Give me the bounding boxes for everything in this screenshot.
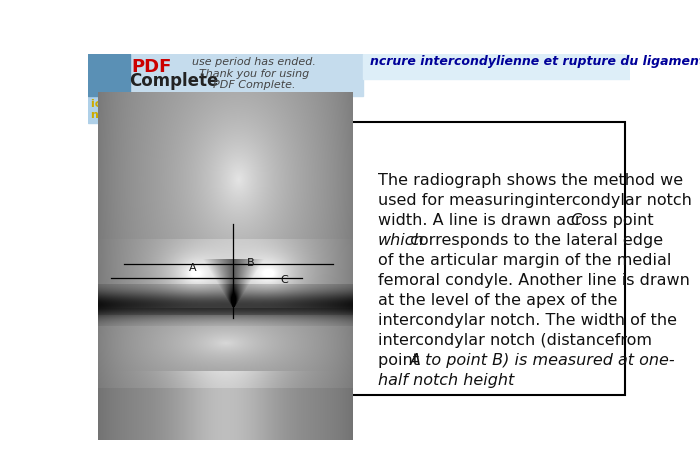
Text: C: C	[280, 275, 288, 285]
Text: width. A line is drawn across point: width. A line is drawn across point	[378, 213, 659, 228]
Text: Complete: Complete	[130, 72, 218, 90]
Text: nlimited Pages and Expanded Features: nlimited Pages and Expanded Features	[90, 110, 334, 120]
Bar	[363, 54, 630, 79]
Bar	[88, 96, 320, 123]
Text: ick Here to upgrade to: ick Here to upgrade to	[90, 98, 231, 109]
Text: corresponds to the lateral edge: corresponds to the lateral edge	[405, 233, 663, 248]
Bar	[88, 54, 130, 96]
Bar	[88, 54, 363, 96]
Text: use period has ended.
Thank you for using
PDF Complete.: use period has ended. Thank you for usin…	[193, 57, 316, 90]
Text: point: point	[378, 353, 424, 369]
Text: at the level of the apex of the: at the level of the apex of the	[378, 293, 617, 308]
Text: of the articular margin of the medial: of the articular margin of the medial	[378, 253, 671, 269]
Text: half notch height: half notch height	[378, 374, 514, 388]
Text: femoral condyle. Another line is drawn: femoral condyle. Another line is drawn	[378, 273, 690, 288]
Text: The radiograph shows the method we: The radiograph shows the method we	[378, 173, 683, 188]
Text: A: A	[188, 263, 196, 273]
Text: used for measuringintercondylar notch: used for measuringintercondylar notch	[378, 193, 692, 208]
Text: C: C	[570, 213, 582, 228]
Text: intercondylar notch (distancefrom: intercondylar notch (distancefrom	[378, 334, 652, 348]
Text: PDF: PDF	[132, 58, 172, 76]
Text: ncrure intercondylienne et rupture du ligament croisé anté: ncrure intercondylienne et rupture du li…	[370, 55, 700, 68]
Text: B: B	[247, 258, 255, 268]
Text: A to point B) is measured at one-: A to point B) is measured at one-	[410, 353, 676, 369]
Bar	[160, 122, 624, 395]
Text: intercondylar notch. The width of the: intercondylar notch. The width of the	[378, 313, 677, 328]
Text: which: which	[378, 233, 425, 248]
